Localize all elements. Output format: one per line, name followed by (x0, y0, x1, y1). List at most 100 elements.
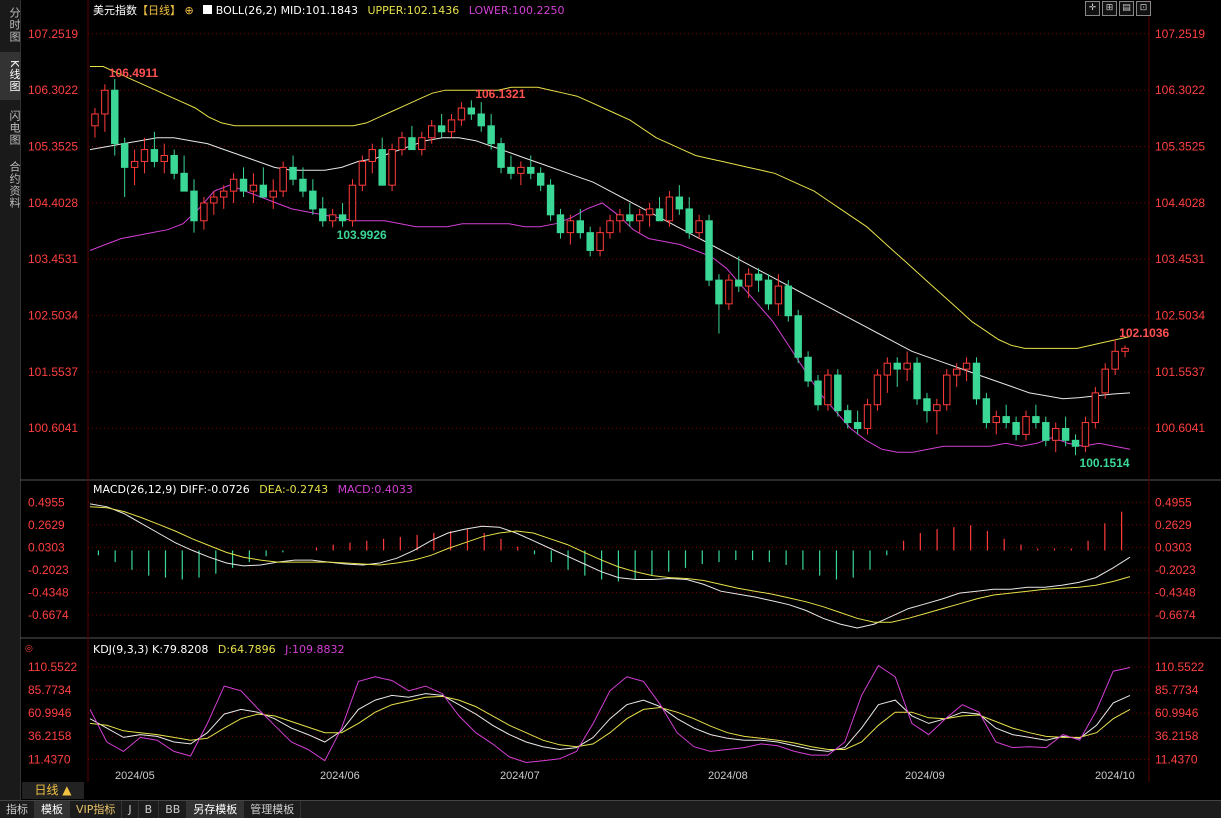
overlay-icon[interactable]: ▤ (1119, 1, 1134, 16)
candle-body (675, 196, 684, 210)
macd-left-tick-label: 0.2629 (28, 518, 65, 532)
candle-body (536, 172, 545, 186)
kdj-left-tick-label: 11.4370 (28, 752, 71, 766)
price-left-tick-label: 106.3022 (28, 83, 78, 97)
candle-body (200, 202, 208, 222)
expand-icon[interactable]: ⊡ (1136, 1, 1151, 16)
candle-body (378, 149, 386, 186)
candle-body (1121, 347, 1129, 352)
candle-body (962, 362, 971, 370)
candle-body (497, 143, 505, 168)
candle-body (645, 208, 654, 216)
candle-body (913, 362, 921, 400)
candle-body (843, 410, 852, 424)
candle-body (328, 214, 337, 222)
price-header: 美元指数【日线】 ⊕ BOLL(26,2) MID:101.1843 UPPER… (93, 2, 564, 18)
candle-body (873, 374, 882, 406)
tab-vip-indicator[interactable]: VIP指标 (70, 801, 123, 818)
candle-body (923, 398, 931, 412)
period-selector-button[interactable]: 日线 ▲ (22, 782, 84, 799)
candle-body (952, 368, 961, 376)
candle-body (299, 178, 307, 192)
axes: 107.2519 107.2519 106.3022 106.3022 105.3525… (28, 27, 1205, 782)
kdj-right-tick-label: 60.9946 (1155, 706, 1199, 720)
candle-body (715, 279, 723, 305)
x-axis-label: 2024/07 (500, 770, 540, 782)
kdj-label: KDJ(9,3,3) (93, 643, 149, 656)
candle-body (190, 190, 198, 222)
candle-body (972, 362, 981, 400)
tab-bb[interactable]: BB (159, 801, 188, 818)
settings-icon[interactable]: ⊕ (184, 4, 194, 17)
macd-right-tick-label: -0.6674 (1155, 608, 1196, 622)
candle-body (695, 220, 703, 234)
tab-indicator[interactable]: 指标 (0, 801, 35, 818)
fit-icon[interactable]: ⊞ (1102, 1, 1117, 16)
price-left-tick-label: 101.5537 (28, 365, 78, 379)
price-annotation: 106.4911 (109, 66, 159, 80)
candle-body (101, 89, 109, 115)
candle-body (566, 220, 575, 234)
tab-kline-chart[interactable]: K线图 (0, 52, 21, 100)
tab-time-chart[interactable]: 分时图 (8, 7, 21, 43)
candle-body (982, 398, 991, 424)
boll-upper-line (90, 66, 1131, 349)
x-axis-label: 2024/10 (1095, 770, 1135, 782)
candle-body (289, 166, 297, 180)
kdj-pane (89, 664, 1131, 764)
candle-body (1091, 392, 1100, 424)
macd-left-tick-label: -0.6674 (28, 608, 69, 622)
macd-right-tick-label: -0.2023 (1155, 563, 1196, 577)
boll-icon[interactable] (203, 5, 213, 14)
tab-j[interactable]: J (122, 801, 139, 818)
candle-body (774, 285, 783, 305)
candle-body (576, 220, 585, 234)
candle-body (596, 232, 604, 251)
candle-body (804, 356, 812, 382)
macd-header: MACD(26,12,9) DIFF:-0.0726 DEA:-0.2743 M… (93, 483, 413, 496)
kdj-marker-icon: ◎ (25, 644, 33, 654)
kdj-left-tick-label: 85.7734 (28, 683, 72, 697)
candle-body (170, 155, 178, 174)
tab-save-template[interactable]: 另存模板 (187, 801, 245, 818)
price-right-tick-label: 102.5034 (1155, 309, 1205, 323)
crosshair-icon[interactable]: ✛ (1085, 1, 1100, 16)
tab-b[interactable]: B (139, 801, 160, 818)
candle-body (1002, 416, 1010, 424)
period-label: 【日线】 (137, 4, 181, 17)
candle-body (992, 416, 1001, 424)
macd-dea: DEA:-0.2743 (259, 483, 329, 496)
kdj-left-tick-label: 36.2158 (28, 729, 72, 743)
x-axis-label: 2024/05 (115, 770, 155, 782)
candle-body (418, 137, 426, 151)
candle-body (606, 220, 614, 234)
k-line (89, 693, 1131, 752)
tab-contract-info[interactable]: 合约资料 (8, 161, 21, 209)
candle-body (744, 273, 753, 287)
macd-right-tick-label: 0.4955 (1155, 495, 1192, 509)
candle-body (1012, 422, 1020, 435)
tab-template[interactable]: 模板 (35, 801, 70, 818)
chart-area[interactable]: 106.4911 106.1321 103.9926 102.1036 100.1514… (20, 0, 1221, 782)
candle-body (229, 178, 238, 192)
macd-label: MACD(26,12,9) (93, 483, 177, 496)
boll-lower: LOWER:100.2250 (468, 4, 565, 17)
candle-body (507, 166, 515, 174)
candle-body (863, 404, 872, 429)
kdj-d: D:64.7896 (217, 643, 276, 656)
tab-flash-chart[interactable]: 闪电图 (8, 110, 21, 146)
candle-body (437, 125, 446, 133)
symbol-name: 美元指数 (93, 4, 137, 17)
macd-left-tick-label: 0.0303 (28, 540, 65, 554)
macd-left-tick-label: -0.4348 (28, 586, 69, 600)
candle-body (556, 214, 565, 234)
candle-body (735, 279, 743, 287)
tab-manage-template[interactable]: 管理模板 (244, 801, 302, 818)
price-left-tick-label: 102.5034 (28, 309, 78, 323)
candle-body (1101, 368, 1109, 394)
candle-body (794, 315, 802, 358)
candle-body (527, 166, 535, 174)
price-right-tick-label: 105.3525 (1155, 139, 1205, 153)
candle-body (635, 214, 644, 222)
x-axis-label: 2024/06 (320, 770, 360, 782)
